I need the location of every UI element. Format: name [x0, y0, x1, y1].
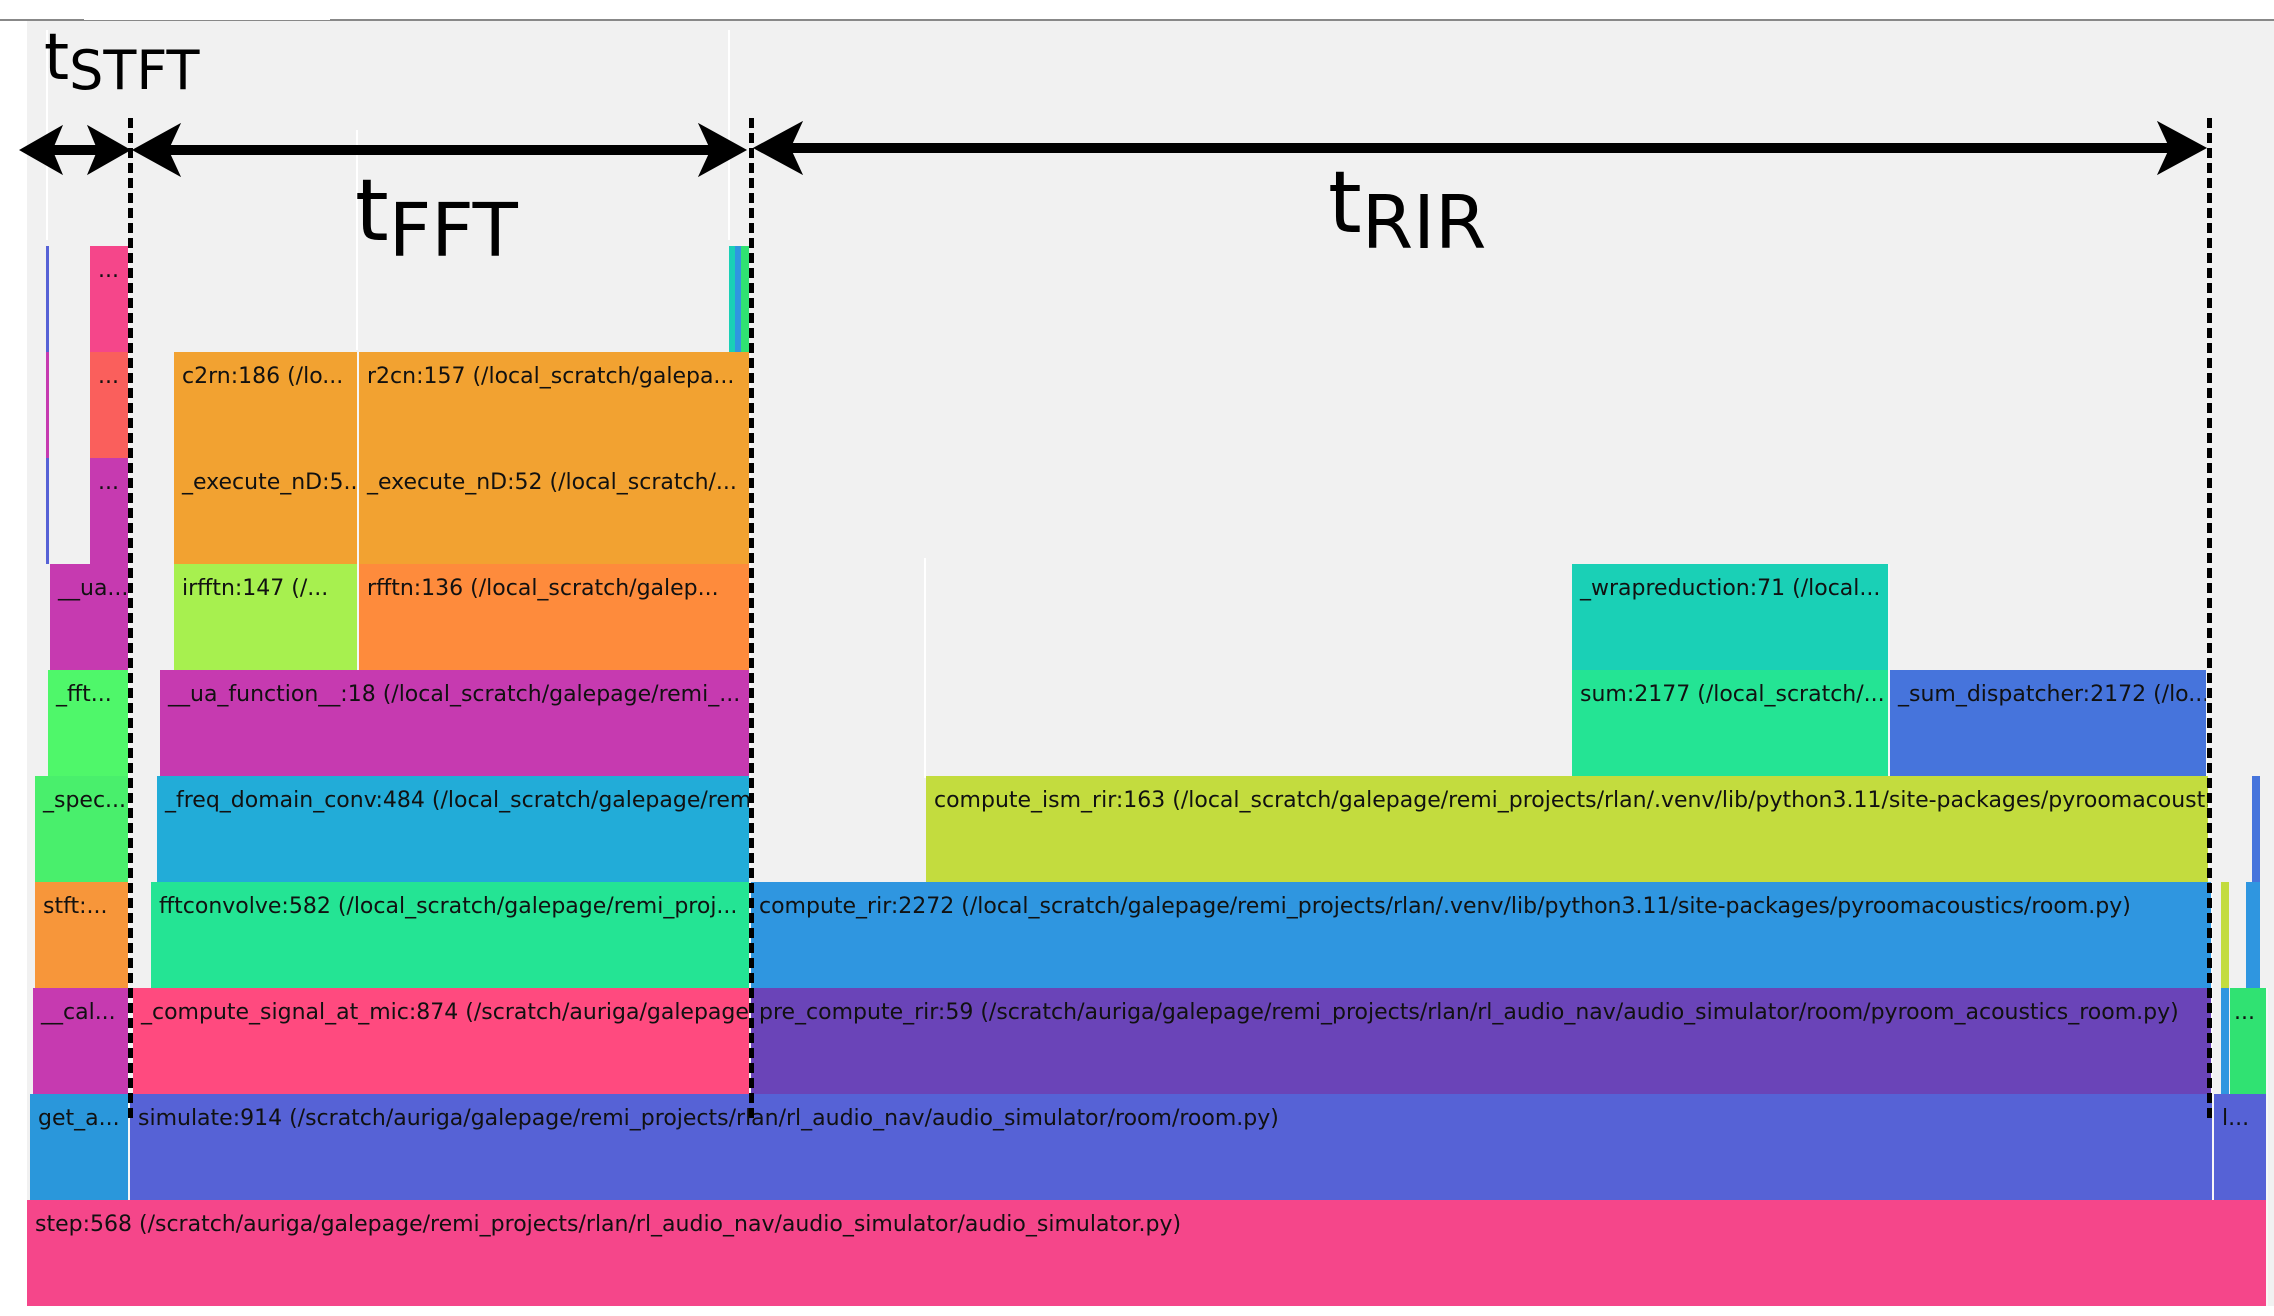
frame-sliver[interactable]	[741, 246, 749, 352]
label-t-rir: tRIR	[1328, 160, 1486, 260]
frame-sliver[interactable]	[735, 246, 741, 352]
frame-right-green[interactable]: ...	[2230, 988, 2268, 1094]
frame-fftconvolve[interactable]: fftconvolve:582 (/local_scratch/galepage…	[151, 882, 751, 988]
label-t-stft: tSTFT	[44, 26, 199, 98]
frame-get-a[interactable]: get_a...	[30, 1094, 130, 1200]
frame-ua-function[interactable]: __ua_function__:18 (/local_scratch/galep…	[160, 670, 751, 776]
label-t-fft-main: t	[355, 161, 389, 261]
frame-irfftn[interactable]: irfftn:147 (/...	[174, 564, 359, 670]
frame-c2rn[interactable]: c2rn:186 (/lo...	[174, 352, 359, 458]
frame-sum[interactable]: sum:2177 (/local_scratch/...	[1572, 670, 1890, 776]
frame-ua-left[interactable]: __ua...	[50, 564, 130, 670]
frame-sliver[interactable]	[46, 246, 49, 352]
frame-rfftn[interactable]: rfftn:136 (/local_scratch/galep...	[359, 564, 751, 670]
guide-line	[924, 558, 926, 778]
label-t-rir-sub: RIR	[1361, 180, 1487, 266]
frame-sliver[interactable]	[46, 352, 49, 458]
label-t-rir-main: t	[1328, 153, 1362, 253]
boundary-fft-rir	[749, 118, 754, 1118]
guide-line	[728, 30, 730, 240]
frame-freq-domain-conv[interactable]: _freq_domain_conv:484 (/local_scratch/ga…	[157, 776, 751, 882]
frame-sum-dispatcher[interactable]: _sum_dispatcher:2172 (/lo...	[1890, 670, 2208, 776]
guide-line	[356, 130, 358, 350]
stft-arrow-head-right	[86, 124, 132, 176]
frame-pre-compute-rir[interactable]: pre_compute_rir:59 (/scratch/auriga/gale…	[751, 988, 2213, 1094]
label-t-fft-sub: FFT	[388, 188, 518, 274]
label-t-fft: tFFT	[355, 168, 518, 268]
label-t-stft-sub: STFT	[69, 39, 200, 102]
frame-stft[interactable]: stft:...	[35, 882, 130, 988]
frame-execute-nd-b[interactable]: _execute_nD:52 (/local_scratch/...	[359, 458, 751, 564]
frame-sliver[interactable]	[46, 458, 49, 564]
fft-arrow-head-left	[131, 122, 182, 178]
frame-sliver[interactable]	[2221, 988, 2229, 1094]
frame-dots-pink[interactable]: ...	[90, 246, 130, 352]
frame-sliver[interactable]	[729, 246, 735, 352]
frame-l[interactable]: l...	[2214, 1094, 2268, 1200]
frame-compute-signal-at-mic[interactable]: _compute_signal_at_mic:874 (/scratch/aur…	[133, 988, 751, 1094]
frame-compute-rir[interactable]: compute_rir:2272 (/local_scratch/galepag…	[751, 882, 2213, 988]
boundary-rir-end	[2207, 118, 2212, 1118]
rir-arrow-head-right	[2156, 120, 2208, 176]
frame-r2cn[interactable]: r2cn:157 (/local_scratch/galepa...	[359, 352, 751, 458]
frame-spec[interactable]: _spec...	[35, 776, 130, 882]
frame-sliver[interactable]	[2246, 882, 2260, 988]
rir-arrow-head-left	[752, 120, 804, 176]
stft-arrow-head-left	[18, 124, 64, 176]
frame-cal[interactable]: __cal...	[33, 988, 130, 1094]
top-tab-gap	[84, 14, 330, 20]
fft-arrow-head-right	[697, 122, 748, 178]
frame-step[interactable]: step:568 (/scratch/auriga/galepage/remi_…	[27, 1200, 2268, 1306]
frame-wrapreduction[interactable]: _wrapreduction:71 (/local...	[1572, 564, 1890, 670]
boundary-stft-fft	[128, 118, 133, 1118]
frame-simulate[interactable]: simulate:914 (/scratch/auriga/galepage/r…	[130, 1094, 2214, 1200]
frame-fft-left[interactable]: _fft...	[48, 670, 130, 776]
frame-execute-nd-a[interactable]: _execute_nD:5...	[174, 458, 359, 564]
label-t-stft-main: t	[44, 21, 70, 95]
frame-compute-ism-rir[interactable]: compute_ism_rir:163 (/local_scratch/gale…	[926, 776, 2210, 882]
top-border	[0, 19, 2274, 21]
frame-sliver[interactable]	[2252, 776, 2260, 882]
frame-sliver[interactable]	[2221, 882, 2229, 988]
